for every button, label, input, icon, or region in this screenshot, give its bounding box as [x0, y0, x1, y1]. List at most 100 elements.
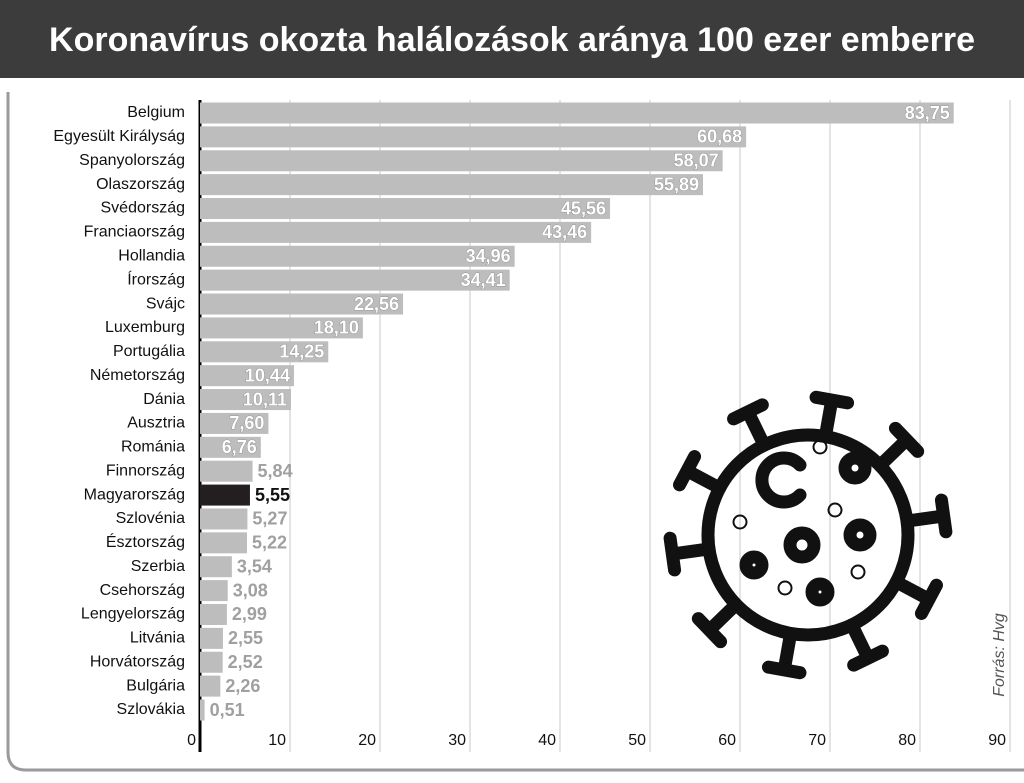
bar	[200, 532, 247, 554]
spike-stem	[778, 626, 798, 670]
spike-cap	[727, 398, 769, 426]
value-label: 83,75	[905, 103, 950, 123]
bar	[200, 508, 248, 530]
spike	[761, 626, 807, 680]
value-label: 7,60	[229, 413, 264, 433]
category-label: Belgium	[127, 104, 185, 121]
spike-stem	[873, 438, 909, 473]
bar	[200, 675, 221, 697]
bar	[200, 436, 261, 458]
category-label: Luxemburg	[105, 319, 185, 336]
value-label: 5,55	[255, 485, 290, 505]
spike-stem	[818, 400, 838, 444]
category-label: Lengyelország	[81, 606, 185, 623]
category-label: Bulgária	[126, 677, 185, 694]
bar	[200, 365, 294, 387]
x-tick-label: 40	[538, 732, 556, 749]
frame	[6, 92, 1024, 772]
spike	[727, 398, 771, 452]
category-label: Hollandia	[118, 247, 185, 264]
category-label: Spanyolország	[79, 152, 185, 169]
value-label: 2,52	[228, 652, 263, 672]
bar	[200, 102, 954, 124]
category-label: Franciaország	[84, 224, 185, 241]
x-tick-label: 50	[628, 732, 646, 749]
bar	[200, 150, 723, 172]
bar	[200, 460, 253, 482]
bar	[200, 293, 404, 315]
spike-cap	[663, 531, 682, 577]
spike-stem	[707, 597, 743, 632]
value-label: 22,56	[354, 294, 399, 314]
value-label: 55,89	[654, 174, 699, 194]
category-label: Írország	[127, 269, 185, 288]
value-label: 43,46	[542, 222, 587, 242]
bar	[200, 412, 269, 434]
bar	[200, 484, 250, 506]
bar	[200, 556, 232, 578]
x-tick-label: 90	[988, 732, 1006, 749]
category-label: Olaszország	[96, 176, 185, 193]
bar	[200, 341, 329, 363]
value-label: 45,56	[561, 198, 606, 218]
spike-cap	[847, 644, 889, 672]
chart-title: Koronavírus okozta halálozások aránya 10…	[49, 21, 975, 59]
spike	[889, 575, 943, 620]
x-tick-label: 0	[187, 732, 196, 749]
spike-stem	[889, 575, 930, 603]
spike-stem	[686, 467, 727, 495]
value-label: 3,54	[237, 556, 272, 576]
spike	[845, 618, 889, 672]
value-label: 10,44	[245, 365, 290, 385]
value-label: 60,68	[697, 127, 742, 147]
value-label: 0,51	[210, 700, 245, 720]
spike-cap	[691, 612, 728, 649]
category-label: Finnország	[106, 462, 185, 479]
value-label: 6,76	[222, 437, 257, 457]
category-label: Horvátország	[90, 653, 185, 670]
spike-cap	[761, 660, 807, 680]
x-tick-label: 10	[268, 732, 286, 749]
bar	[200, 580, 228, 602]
value-label: 58,07	[674, 151, 719, 171]
bar	[200, 603, 227, 625]
category-label: Svédország	[101, 200, 186, 217]
category-label: Svájc	[146, 295, 185, 312]
x-tick-label: 80	[898, 732, 916, 749]
spike	[900, 493, 953, 539]
value-label: 2,99	[232, 604, 267, 624]
spike	[873, 421, 925, 473]
bar	[200, 198, 611, 220]
spike	[663, 531, 716, 577]
bar	[200, 245, 515, 267]
category-label: Románia	[121, 439, 185, 456]
spike-stem	[672, 542, 716, 560]
spike-stem	[845, 618, 872, 659]
spike-cap	[809, 390, 855, 410]
category-label: Szlovákia	[117, 701, 186, 718]
bar	[200, 699, 205, 721]
category-label: Észtország	[106, 532, 185, 551]
value-label: 14,25	[279, 342, 324, 362]
category-label: Ausztria	[127, 415, 185, 432]
spike	[691, 597, 743, 649]
value-label: 34,96	[466, 246, 511, 266]
value-label: 10,11	[243, 389, 287, 409]
bar	[200, 317, 363, 339]
x-tick-label: 20	[358, 732, 376, 749]
category-label: Szerbia	[131, 558, 185, 575]
category-label: Dánia	[143, 391, 185, 408]
bar	[200, 126, 747, 148]
spike-stem	[900, 510, 944, 528]
x-tick-label: 70	[808, 732, 826, 749]
spike	[673, 450, 727, 495]
value-label: 5,84	[258, 461, 293, 481]
virus-icon	[663, 390, 953, 680]
bar	[200, 174, 704, 196]
x-tick-label: 30	[448, 732, 466, 749]
bar	[200, 627, 223, 649]
category-label: Magyarország	[84, 486, 185, 503]
value-label: 2,55	[228, 628, 263, 648]
value-label: 5,22	[252, 533, 287, 553]
